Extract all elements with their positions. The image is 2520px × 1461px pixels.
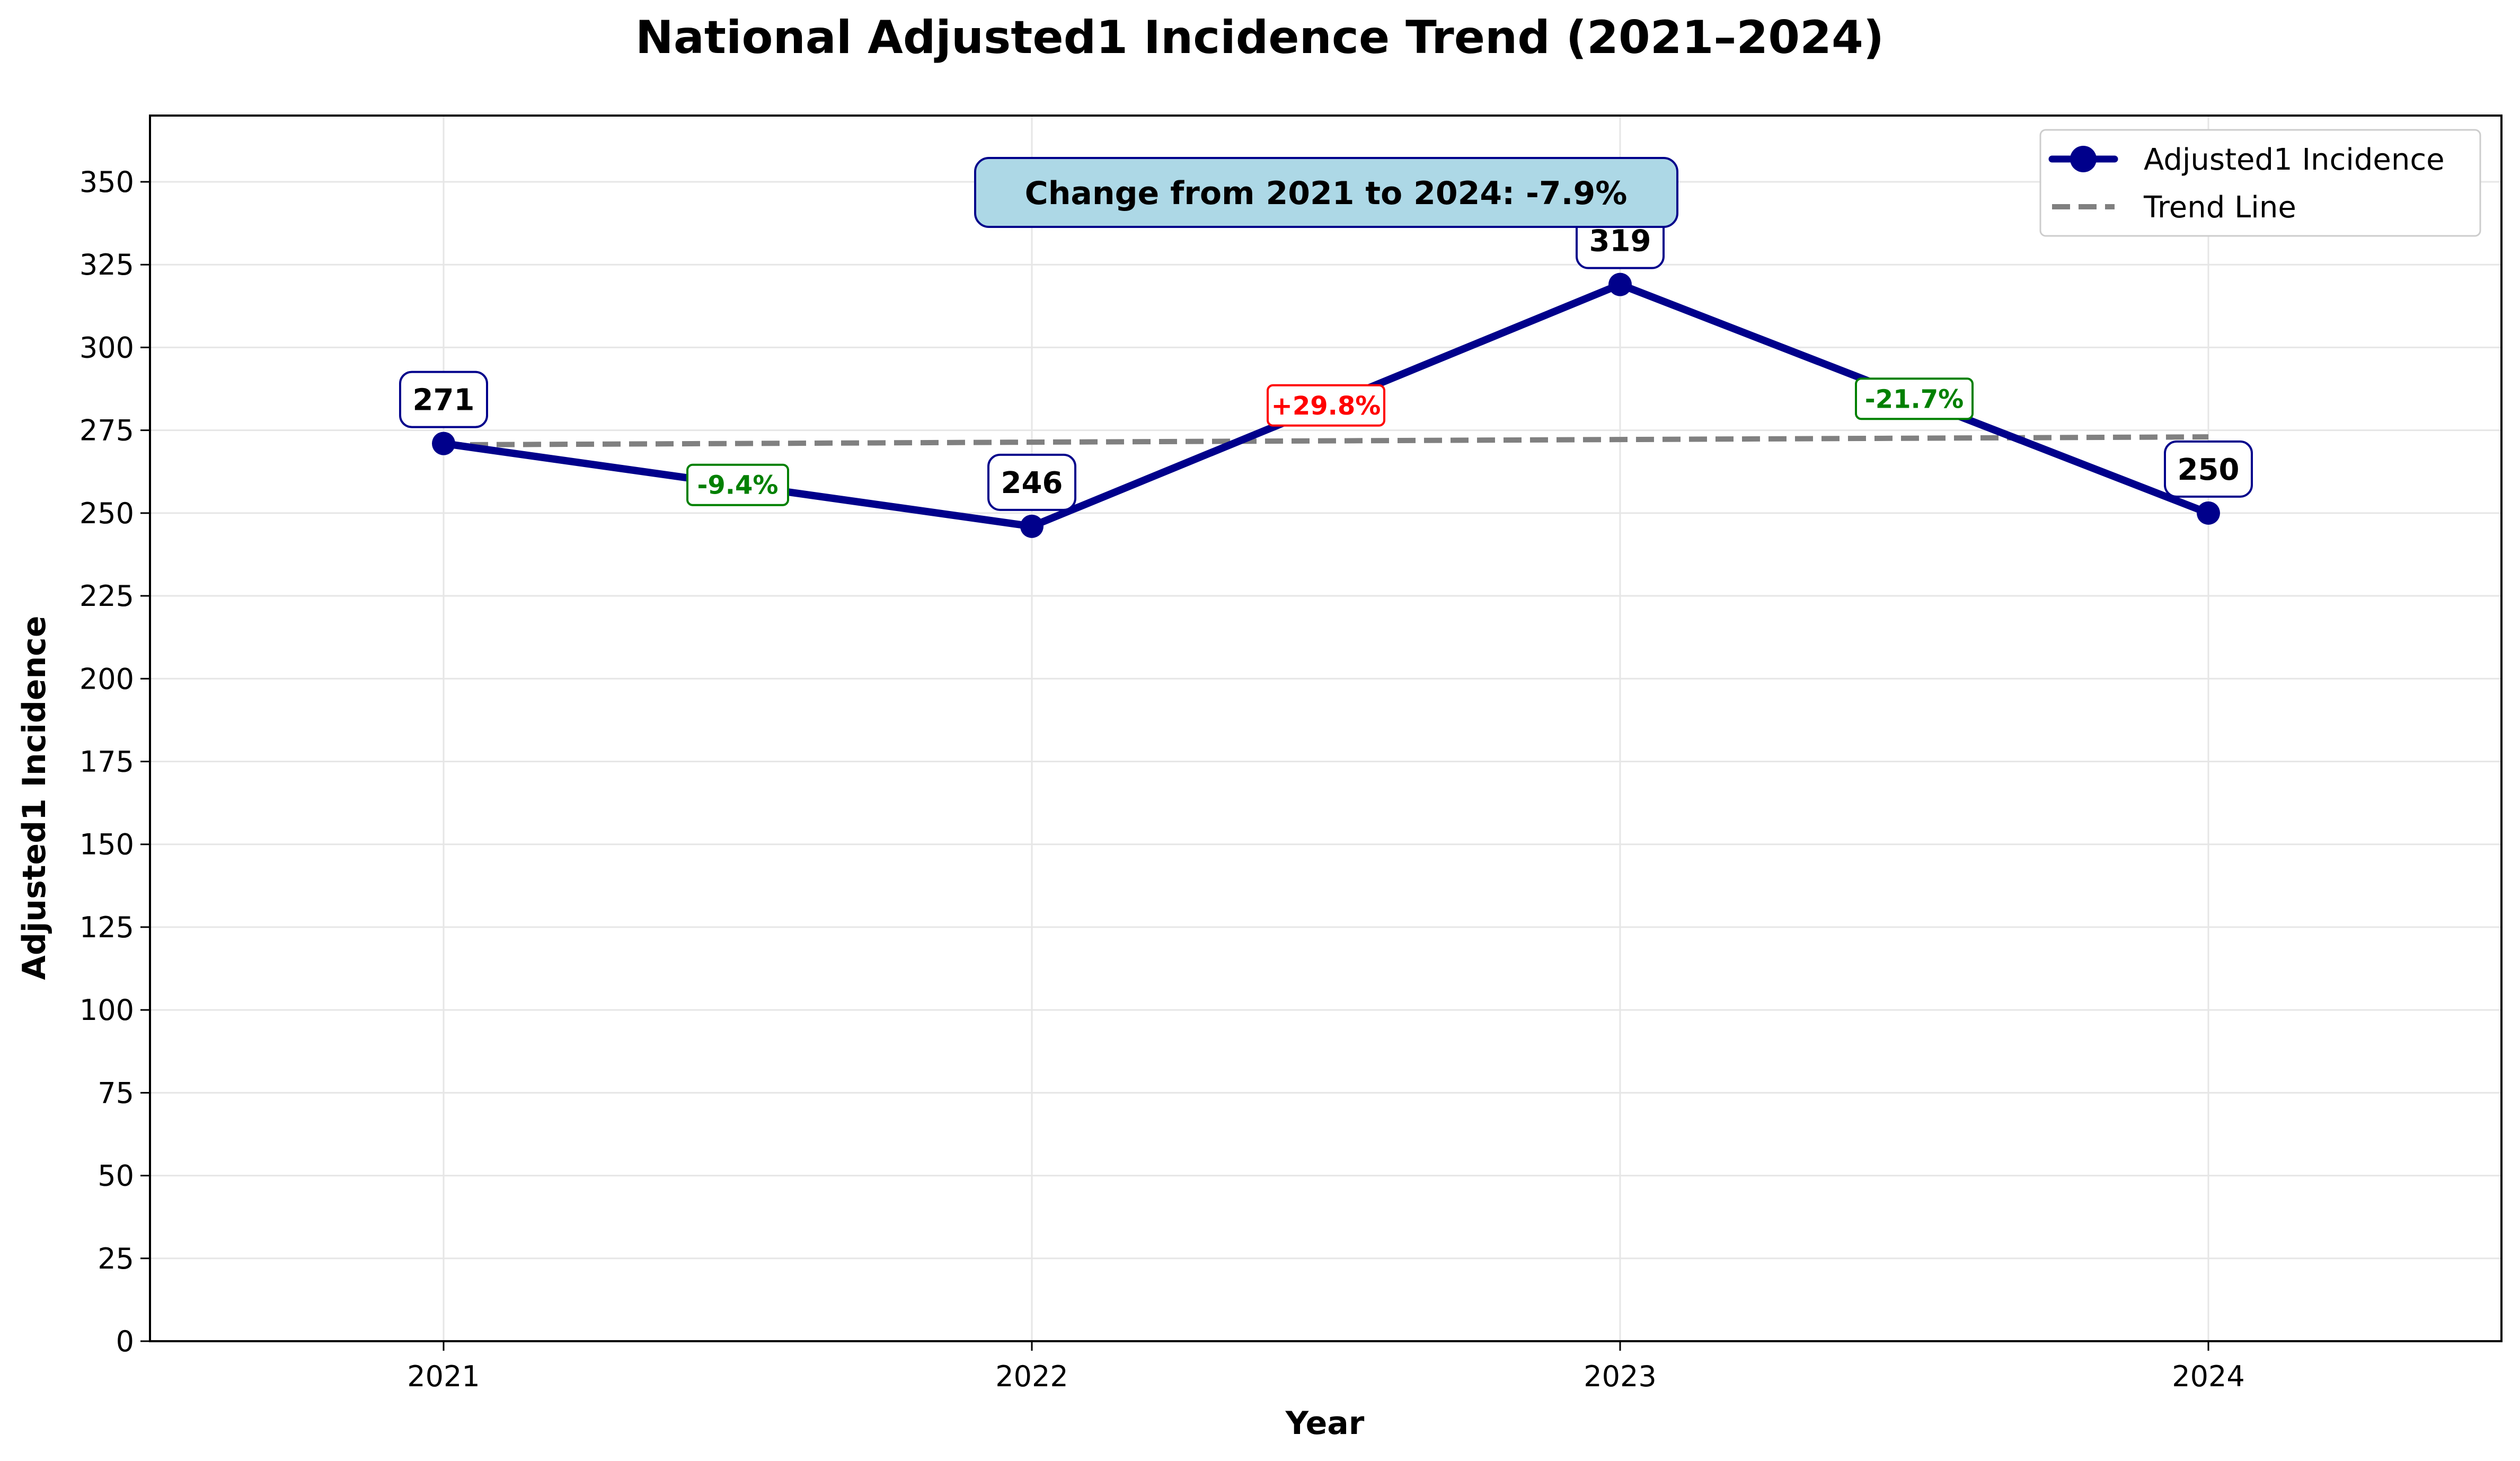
y-tick-label: 250 [79, 497, 134, 530]
value-label: 246 [1001, 466, 1063, 500]
y-tick-label: 50 [98, 1159, 134, 1193]
legend-series-label: Adjusted1 Incidence [2144, 143, 2445, 177]
plot-area [150, 116, 2501, 1341]
summary-box: Change from 2021 to 2024: -7.9% [974, 157, 1678, 228]
change-label: -21.7% [1865, 384, 1964, 414]
change-label-box [686, 463, 789, 506]
y-tick-label: 325 [79, 248, 134, 281]
y-tick-label: 275 [79, 414, 134, 447]
trend-line-layer [443, 434, 2209, 448]
y-tick-label: 175 [79, 745, 134, 778]
grid [150, 116, 2501, 1342]
data-point [432, 432, 455, 455]
y-tick-label: 75 [98, 1076, 134, 1110]
value-label: 319 [1589, 224, 1651, 259]
y-tick-label: 300 [79, 331, 134, 364]
value-label: 250 [2178, 453, 2240, 487]
legend: Adjusted1 Incidence Trend Line [2039, 129, 2481, 237]
plot-frame [149, 115, 2503, 1342]
legend-frame [2039, 129, 2481, 237]
data-labels: 271 246 319 250 -9.4% +29.8% -21.7% [399, 212, 2253, 511]
value-label-box [987, 453, 1076, 511]
y-tick-label: 225 [79, 579, 134, 613]
change-label: -9.4% [697, 471, 778, 500]
data-point [1608, 272, 1632, 296]
x-tick-label: 2024 [2172, 1360, 2244, 1393]
change-label: +29.8% [1271, 391, 1381, 421]
value-label-box [2164, 440, 2253, 498]
x-tick-label: 2022 [995, 1360, 1068, 1393]
value-label-box [399, 371, 488, 428]
y-tick-label: 0 [116, 1325, 134, 1358]
y-tick-label: 25 [98, 1242, 134, 1275]
x-tick-label: 2021 [407, 1360, 480, 1393]
y-tick-label: 125 [79, 911, 134, 944]
change-label-box [1855, 377, 1974, 420]
chart-title: National Adjusted1 Incidence Trend (2021… [635, 11, 1884, 64]
axes: 0 25 50 75 100 125 150 175 200 225 250 275 300 325 350… [79, 115, 2503, 1393]
summary-text: Change from 2021 to 2024: -7.9% [1025, 175, 1628, 212]
data-point [2197, 501, 2220, 525]
value-label: 271 [413, 383, 475, 418]
summary-box-background [974, 157, 1678, 228]
y-tick-label: 200 [79, 662, 134, 696]
y-tick-label: 350 [79, 165, 134, 199]
y-tick-label: 100 [79, 993, 134, 1027]
legend-trend-label: Trend Line [2143, 190, 2296, 225]
change-label-box [1267, 384, 1385, 427]
y-axis-label: Adjusted1 Incidence [16, 615, 53, 980]
x-axis-label: Year [1285, 1405, 1365, 1442]
y-tick-label: 150 [79, 828, 134, 861]
data-point [1020, 514, 1044, 538]
legend-series-marker [2070, 146, 2097, 172]
x-tick-label: 2023 [1584, 1360, 1656, 1393]
trend-line [443, 434, 2209, 448]
